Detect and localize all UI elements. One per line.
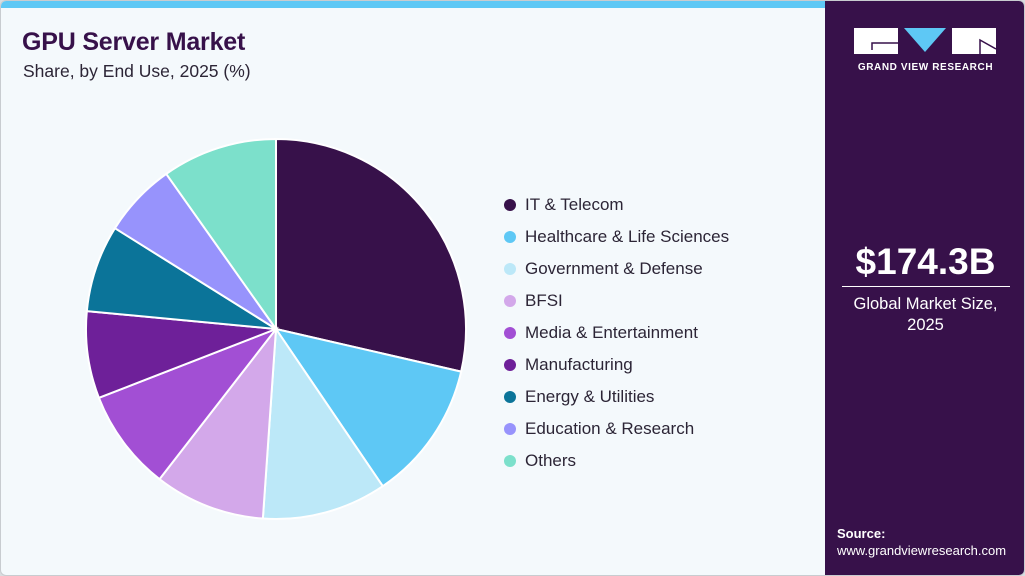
chart-subtitle: Share, by End Use, 2025 (%): [23, 61, 251, 81]
source-label: Source:: [837, 526, 886, 541]
legend-label: Government & Defense: [525, 259, 703, 278]
legend-label: Others: [525, 451, 577, 470]
grand-view-research-logo-icon: [854, 28, 996, 54]
divider: [842, 286, 1010, 287]
accent-bar: [1, 1, 825, 8]
legend-item: Manufacturing: [504, 349, 729, 381]
market-size-label: Global Market Size, 2025: [825, 294, 1024, 336]
chart-legend: IT & Telecom Healthcare & Life Sciences Go…: [504, 189, 729, 477]
legend-dot-icon: [504, 359, 516, 371]
sidebar-panel: GRAND VIEW RESEARCH $174.3B Global Marke…: [825, 1, 1024, 575]
market-size-value: $174.3B: [855, 241, 996, 282]
legend-item: Healthcare & Life Sciences: [504, 221, 729, 253]
legend-dot-icon: [504, 295, 516, 307]
legend-label: Energy & Utilities: [525, 387, 655, 406]
pie-slice-healthcare-life-sciences: [273, 327, 463, 488]
pie-slice-it-telecom: [275, 137, 467, 373]
legend-label: Education & Research: [525, 419, 695, 438]
legend-dot-icon: [504, 327, 516, 339]
legend-item: Others: [504, 445, 729, 477]
chart-title: GPU Server Market: [22, 28, 246, 56]
pie-slice-bfsi: [158, 325, 278, 520]
logo-text: GRAND VIEW RESEARCH: [857, 62, 994, 73]
legend-item: Media & Entertainment: [504, 317, 729, 349]
legend-label: Manufacturing: [525, 355, 633, 374]
legend-label: BFSI: [525, 291, 563, 310]
legend-item: IT & Telecom: [504, 189, 729, 221]
legend-label: Media & Entertainment: [525, 323, 698, 342]
legend-item: Energy & Utilities: [504, 381, 729, 413]
legend-dot-icon: [504, 391, 516, 403]
source-link[interactable]: www.grandviewresearch.com: [837, 543, 1007, 558]
legend-dot-icon: [504, 455, 516, 467]
legend-label: Healthcare & Life Sciences: [525, 227, 730, 246]
legend-item: Government & Defense: [504, 253, 729, 285]
pie-slice-others: [164, 137, 277, 333]
legend-dot-icon: [504, 263, 516, 275]
market-size-label-line1: Global Market Size,: [853, 295, 998, 313]
pie-slice-government-defense: [261, 326, 385, 520]
legend-dot-icon: [504, 199, 516, 211]
pie-chart: [85, 137, 467, 520]
legend-item: Education & Research: [504, 413, 729, 445]
legend-dot-icon: [504, 231, 516, 243]
legend-label: IT & Telecom: [525, 195, 624, 214]
legend-item: BFSI: [504, 285, 729, 317]
pie-slice-media-entertainment: [97, 326, 280, 481]
market-size-label-line2: 2025: [907, 316, 944, 334]
legend-dot-icon: [504, 423, 516, 435]
